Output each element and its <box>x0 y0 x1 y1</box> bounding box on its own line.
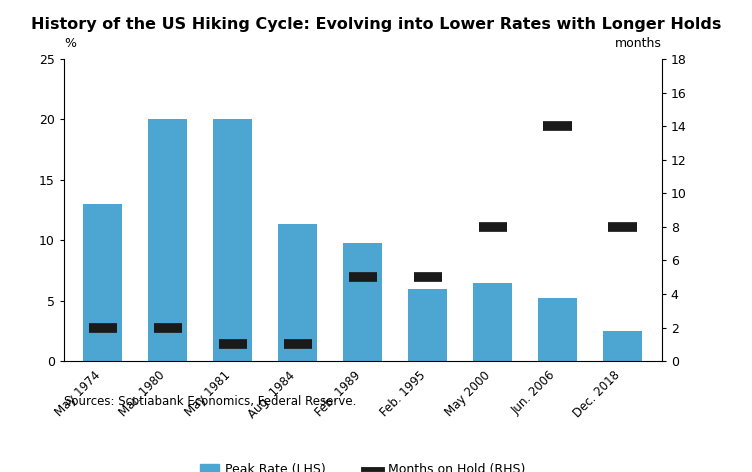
Text: months: months <box>615 37 662 50</box>
Bar <box>473 283 512 361</box>
Bar <box>278 224 317 361</box>
Bar <box>538 298 578 361</box>
Bar <box>603 331 642 361</box>
Bar <box>83 204 123 361</box>
Bar <box>214 119 253 361</box>
Bar <box>148 119 187 361</box>
Bar <box>408 288 447 361</box>
Text: Chart of the Week:  Prepared by: Marc Ercolao, Economic Analyst.: Chart of the Week: Prepared by: Marc Erc… <box>9 448 395 458</box>
Bar <box>344 243 382 361</box>
Text: Sources: Scotiabank Economics, Federal Reserve.: Sources: Scotiabank Economics, Federal R… <box>64 395 356 408</box>
Legend: Peak Rate (LHS), Months on Hold (RHS): Peak Rate (LHS), Months on Hold (RHS) <box>195 458 531 472</box>
Text: %: % <box>64 37 76 50</box>
Text: History of the US Hiking Cycle: Evolving into Lower Rates with Longer Holds: History of the US Hiking Cycle: Evolving… <box>31 17 721 32</box>
